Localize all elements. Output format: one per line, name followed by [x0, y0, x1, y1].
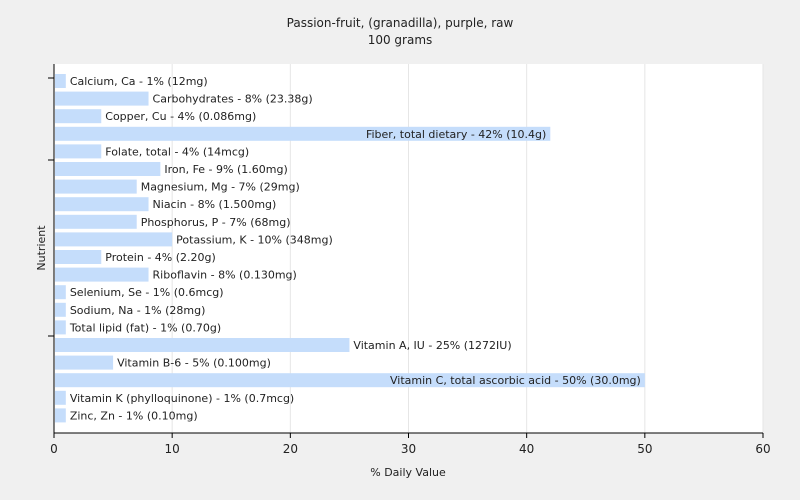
x-tick-label: 20 — [283, 442, 298, 456]
bar-label: Magnesium, Mg - 7% (29mg) — [141, 181, 300, 194]
bar-label: Potassium, K - 10% (348mg) — [176, 233, 333, 246]
chart-title: Passion-fruit, (granadilla), purple, raw — [287, 16, 514, 30]
bar-label: Riboflavin - 8% (0.130mg) — [153, 269, 297, 282]
bar — [55, 91, 149, 106]
x-tick-label: 40 — [519, 442, 534, 456]
bar-label: Protein - 4% (2.20g) — [105, 251, 216, 264]
bar — [55, 373, 645, 388]
bar-label: Calcium, Ca - 1% (12mg) — [70, 75, 208, 88]
bar-label: Vitamin A, IU - 25% (1272IU) — [353, 339, 511, 352]
bar — [55, 338, 350, 352]
x-tick-label: 10 — [165, 442, 180, 456]
bar — [55, 355, 114, 370]
bar-label: Total lipid (fat) - 1% (0.70g) — [69, 321, 221, 334]
bar — [55, 320, 66, 335]
x-tick-label: 0 — [50, 442, 58, 456]
bar — [55, 144, 102, 159]
x-axis-label: % Daily Value — [370, 466, 446, 479]
bar-label: Niacin - 8% (1.500mg) — [153, 198, 277, 211]
y-axis-label: Nutrient — [35, 225, 48, 271]
bar — [55, 390, 66, 405]
x-axis-ticks: 0 10 20 30 40 50 60 — [50, 433, 771, 456]
bar — [55, 126, 551, 141]
bar — [55, 302, 66, 317]
bars — [55, 74, 645, 423]
bar — [55, 74, 66, 88]
x-tick-label: 50 — [637, 442, 652, 456]
bar — [55, 109, 102, 124]
bar-label: Carbohydrates - 8% (23.38g) — [153, 93, 313, 106]
bar-label: Selenium, Se - 1% (0.6mcg) — [70, 286, 224, 299]
chart-subtitle: 100 grams — [368, 33, 433, 47]
bar — [55, 162, 161, 176]
bar-label: Zinc, Zn - 1% (0.10mg) — [70, 409, 198, 422]
bar-label: Copper, Cu - 4% (0.086mg) — [105, 110, 256, 123]
bar — [55, 197, 149, 212]
bar — [55, 267, 149, 282]
bar-label: Folate, total - 4% (14mcg) — [105, 145, 249, 158]
bar-label: Vitamin K (phylloquinone) - 1% (0.7mcg) — [70, 392, 294, 405]
bar — [55, 408, 66, 423]
bar-label: Sodium, Na - 1% (28mg) — [70, 304, 206, 317]
x-tick-label: 60 — [755, 442, 770, 456]
bar-label: Phosphorus, P - 7% (68mg) — [141, 216, 291, 229]
bar — [55, 179, 137, 194]
bar — [55, 250, 102, 264]
bar — [55, 214, 137, 229]
x-tick-label: 30 — [401, 442, 416, 456]
bar-label: Iron, Fe - 9% (1.60mg) — [164, 163, 287, 176]
gridlines — [171, 64, 764, 433]
bar-label: Vitamin C, total ascorbic acid - 50% (30… — [390, 374, 641, 387]
bar — [55, 285, 66, 300]
bar — [55, 232, 173, 247]
bar-label: Vitamin B-6 - 5% (0.100mg) — [117, 357, 271, 370]
bar-label: Fiber, total dietary - 42% (10.4g) — [366, 128, 546, 141]
bar-labels: Calcium, Ca - 1% (12mg) Carbohydrates - 8… — [69, 75, 641, 422]
